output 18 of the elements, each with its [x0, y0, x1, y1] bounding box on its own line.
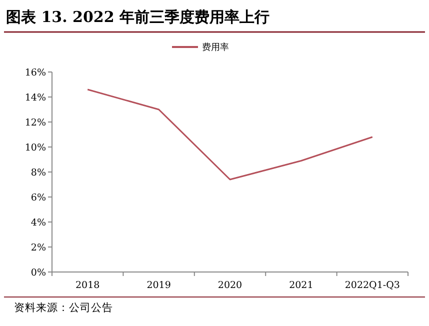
x-tick-label: 2020 [218, 280, 242, 291]
y-tick-label: 12% [24, 118, 46, 128]
y-tick-label: 10% [24, 142, 46, 154]
x-tick-label: 2021 [289, 280, 314, 291]
line-series [86, 88, 374, 180]
chart-title: 图表 13. 2022 年前三季度费用率上行 [6, 8, 270, 26]
y-tick-label: 14% [24, 92, 46, 104]
y-tick-label: 8% [30, 168, 46, 178]
x-tick-label: 2018 [76, 280, 100, 291]
x-tick-label: 2019 [146, 280, 171, 291]
y-tick-label: 2% [30, 242, 46, 254]
y-tick-label: 0% [30, 268, 46, 278]
text: 资料来源：公司公告 [14, 301, 113, 314]
x-tick-label: 2022Q1-Q3 [344, 280, 400, 291]
legend-label: 费用率 [202, 42, 229, 53]
y-tick-label: 4% [30, 218, 46, 228]
y-tick-label: 6% [30, 192, 46, 204]
y-tick-label: 16% [24, 68, 46, 78]
